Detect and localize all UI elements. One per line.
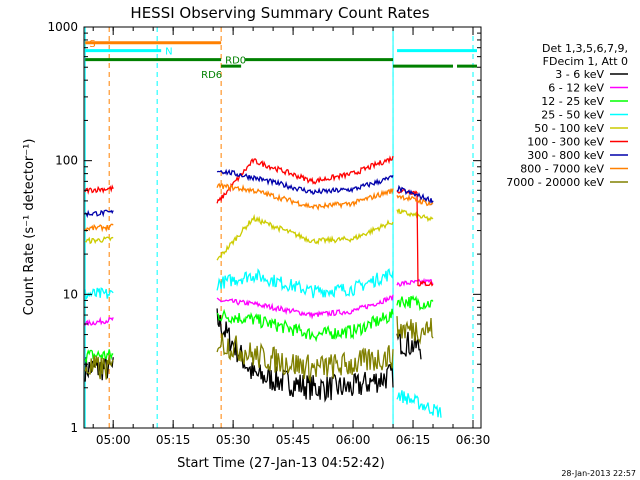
y-tick-label: 1000 — [47, 20, 78, 34]
series-line-100to300kev — [396, 188, 434, 287]
series-line-800to7000kev — [84, 223, 114, 233]
series-line-6to12kev — [216, 294, 394, 320]
series-line-50to100kev — [216, 213, 394, 261]
legend-label-7000to20000kev: 7000 - 20000 keV — [506, 176, 604, 189]
y-axis-label: Count Rate (s⁻¹ detector⁻¹) — [22, 139, 37, 316]
series-line-50to100kev — [396, 208, 434, 223]
x-tick-label: 06:15 — [396, 433, 431, 447]
series-line-300to800kev — [216, 168, 394, 195]
series-line-800to7000kev — [396, 194, 434, 207]
legend-header: Det 1,3,5,6,7,9, — [542, 42, 628, 55]
legend: Det 1,3,5,6,7,9,FDecim 1, Att 03 - 6 keV… — [506, 42, 628, 189]
legend-label-6to12kev: 6 - 12 keV — [548, 82, 604, 95]
series-line-100to300kev — [216, 155, 394, 204]
y-tick-label: 1 — [70, 421, 78, 435]
x-tick-label: 05:30 — [216, 433, 251, 447]
series-line-6to12kev — [84, 316, 114, 326]
x-axis-label: Start Time (27-Jan-13 04:52:42) — [177, 456, 385, 471]
legend-label-50to100kev: 50 - 100 keV — [534, 122, 604, 135]
legend-label-12to25kev: 12 - 25 keV — [541, 95, 604, 108]
series-line-25to50kev — [396, 390, 442, 418]
flag-label-s: S — [89, 39, 95, 50]
flag-label-rd6: RD6 — [201, 70, 222, 81]
series-line-12to25kev — [396, 294, 434, 311]
series-line-3to6kev — [396, 330, 422, 360]
legend-label-300to800kev: 300 - 800 keV — [527, 149, 604, 162]
flag-label-n: N — [165, 47, 172, 58]
data-series — [84, 155, 442, 418]
x-tick-label: 05:00 — [96, 433, 131, 447]
legend-label-100to300kev: 100 - 300 keV — [527, 136, 604, 149]
series-line-12to25kev — [216, 308, 394, 343]
y-tick-label: 100 — [55, 154, 78, 168]
flag-label-rd0: RD0 — [225, 56, 246, 67]
x-tick-label: 05:45 — [276, 433, 311, 447]
series-line-50to100kev — [84, 235, 114, 245]
series-line-7000to20000kev — [84, 355, 114, 380]
series-line-100to300kev — [84, 184, 114, 195]
series-line-7000to20000kev — [396, 316, 434, 345]
series-line-7000to20000kev — [216, 333, 394, 383]
y-tick-label: 10 — [63, 287, 78, 301]
series-line-3to6kev — [216, 308, 394, 403]
series-line-12to25kev — [84, 349, 114, 364]
legend-label-3to6kev: 3 - 6 keV — [555, 68, 604, 81]
legend-header: FDecim 1, Att 0 — [543, 55, 628, 68]
series-line-300to800kev — [84, 209, 114, 219]
x-tick-label: 06:30 — [456, 433, 491, 447]
footer-timestamp: 28-Jan-2013 22:57 — [561, 469, 636, 478]
series-line-800to7000kev — [216, 182, 394, 211]
x-tick-label: 05:15 — [156, 433, 191, 447]
series-line-6to12kev — [396, 277, 434, 288]
plot-frame — [83, 26, 482, 429]
axes: 1 10 100 1000 05:00 05:15 05:30 05:45 06:00 06:15… — [47, 20, 490, 447]
legend-label-800to7000kev: 800 - 7000 keV — [520, 163, 604, 176]
chart-title: HESSI Observing Summary Count Rates — [130, 4, 429, 22]
series-line-300to800kev — [396, 184, 434, 206]
legend-label-25to50kev: 25 - 50 keV — [541, 109, 604, 122]
x-tick-label: 06:00 — [336, 433, 371, 447]
series-line-25to50kev — [216, 268, 394, 299]
